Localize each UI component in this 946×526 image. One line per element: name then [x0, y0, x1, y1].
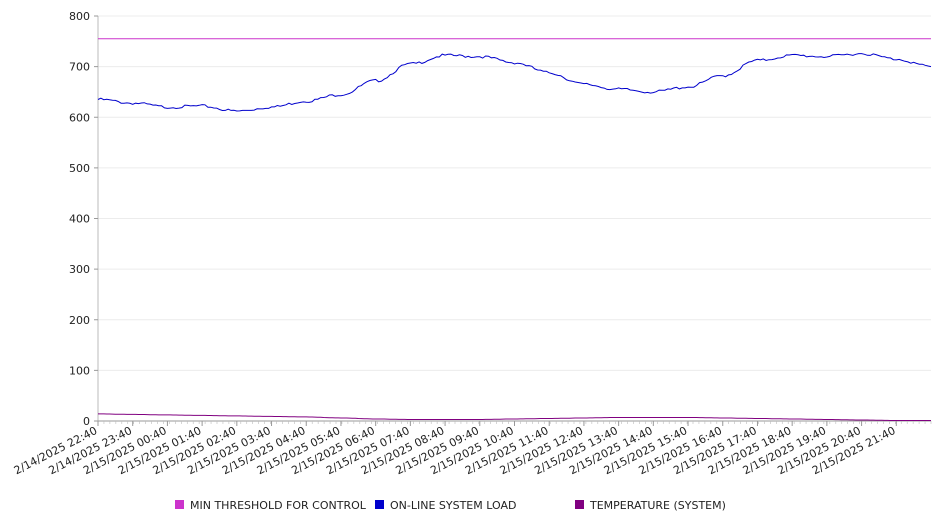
y-tick-label: 0: [83, 415, 90, 428]
y-tick-label: 800: [69, 10, 90, 23]
series-line-temperature-system: [98, 413, 931, 421]
legend-swatch: [575, 500, 584, 509]
legend-label: MIN THRESHOLD FOR CONTROL: [190, 499, 367, 512]
x-axis-ticks: 2/14/2025 22:402/14/2025 23:402/15/2025 …: [12, 421, 932, 477]
y-tick-label: 700: [69, 61, 90, 74]
y-tick-label: 500: [69, 162, 90, 175]
series-line-on-line-system-load: [97, 53, 932, 112]
legend: MIN THRESHOLD FOR CONTROL ON-LINE SYSTEM …: [175, 499, 726, 512]
y-axis-ticks: 0 100 200 300 400 500 600 700 800: [69, 10, 98, 428]
y-tick-label: 600: [69, 111, 90, 124]
y-tick-label: 200: [69, 314, 90, 327]
legend-swatch: [375, 500, 384, 509]
series-group: [97, 38, 932, 421]
y-tick-label: 300: [69, 263, 90, 276]
grid: [98, 15, 931, 371]
legend-label: ON-LINE SYSTEM LOAD: [390, 499, 516, 512]
y-tick-label: 400: [69, 213, 90, 226]
legend-swatch: [175, 500, 184, 509]
legend-label: TEMPERATURE (SYSTEM): [589, 499, 726, 512]
y-tick-label: 100: [69, 364, 90, 377]
